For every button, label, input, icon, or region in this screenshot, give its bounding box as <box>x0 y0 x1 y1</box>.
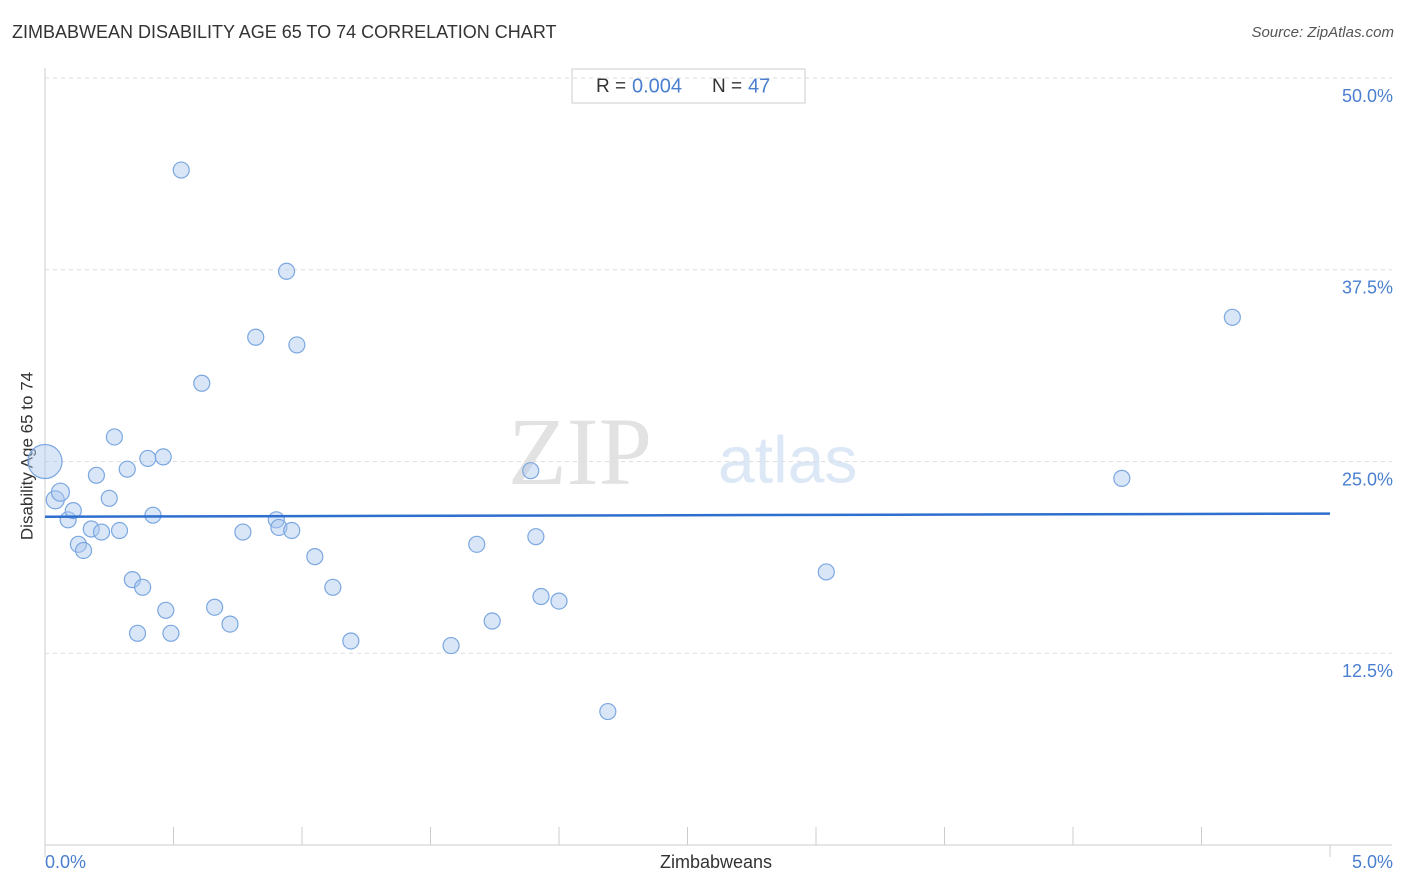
point <box>100 489 118 507</box>
point <box>324 578 342 596</box>
point <box>193 374 211 392</box>
source: Source: ZipAtlas.com <box>1251 24 1394 41</box>
point <box>550 592 568 610</box>
y-tick-label: 12.5% <box>1342 661 1393 681</box>
point <box>144 506 162 524</box>
point <box>105 428 123 446</box>
y-axis-label: Disability Age 65 to 74 <box>17 372 36 540</box>
y-tick-label: 37.5% <box>1342 278 1393 298</box>
point <box>468 535 486 553</box>
point <box>270 518 288 537</box>
point <box>64 501 82 520</box>
point <box>118 460 136 478</box>
y-tick-label: 25.0% <box>1342 469 1393 489</box>
x-axis-label: Zimbabweans <box>660 852 772 872</box>
point <box>172 161 190 179</box>
point <box>306 548 324 566</box>
point <box>442 636 460 655</box>
point <box>522 462 540 480</box>
point <box>128 624 147 642</box>
point <box>74 541 93 560</box>
point <box>288 336 306 354</box>
point <box>206 598 224 616</box>
point <box>50 482 71 502</box>
chart-title: ZIMBABWEAN DISABILITY AGE 65 TO 74 CORRE… <box>12 22 556 42</box>
point <box>110 521 129 540</box>
point <box>283 521 301 540</box>
point <box>1113 469 1131 487</box>
point <box>92 523 111 541</box>
point <box>82 520 100 538</box>
n-value: 47 <box>748 75 770 97</box>
watermark: ZIP <box>508 398 652 505</box>
point <box>599 702 617 721</box>
x-tick-label: 5.0% <box>1352 852 1393 872</box>
point <box>1223 308 1241 326</box>
point <box>27 443 63 480</box>
stats-box <box>571 68 806 104</box>
point <box>162 624 180 642</box>
point <box>157 601 175 619</box>
point <box>247 328 265 346</box>
r-label: R = <box>596 76 626 97</box>
point <box>154 448 172 466</box>
point <box>87 466 106 484</box>
x-tick-label: 0.0% <box>45 852 86 872</box>
point <box>277 262 296 280</box>
y-tick-label: 50.0% <box>1342 86 1393 106</box>
point <box>139 449 157 468</box>
point <box>527 528 545 546</box>
trend-line <box>44 512 1331 518</box>
point <box>221 615 239 633</box>
r-value: 0.004 <box>632 75 682 97</box>
n-label: N = <box>712 76 742 97</box>
watermark: atlas <box>718 422 857 496</box>
point <box>817 563 835 581</box>
point <box>532 587 550 606</box>
point <box>342 632 360 650</box>
point <box>134 578 152 596</box>
point <box>234 523 252 541</box>
point <box>483 612 501 630</box>
